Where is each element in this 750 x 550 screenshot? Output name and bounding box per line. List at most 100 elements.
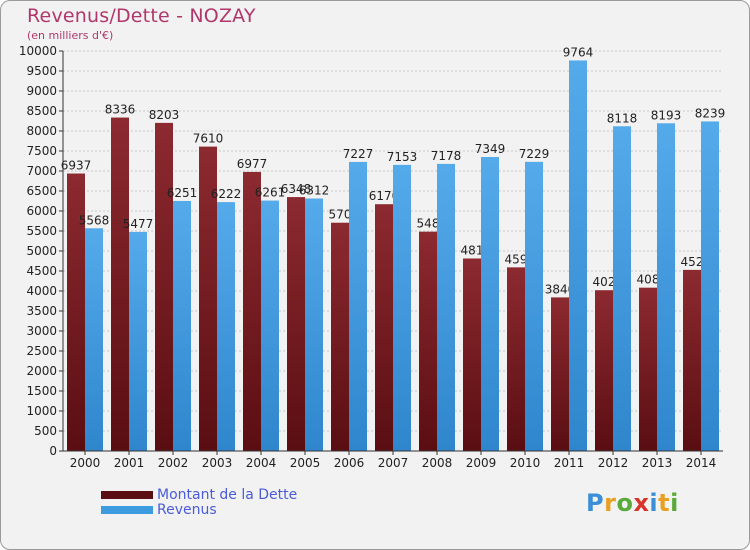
x-tick-label: 2009 [466, 456, 497, 470]
x-tick-label: 2003 [202, 456, 233, 470]
y-tick-label: 9500 [26, 64, 57, 78]
x-tick-label: 2007 [378, 456, 409, 470]
bar-revenus [437, 163, 455, 451]
y-tick-label: 6000 [26, 204, 57, 218]
x-tick-label: 2008 [422, 456, 453, 470]
data-label-debt: 6348 [281, 182, 312, 196]
bar-debt [419, 231, 437, 451]
y-tick-label: 0 [49, 444, 57, 458]
logo-letter: x [633, 489, 650, 517]
bar-debt [463, 258, 481, 451]
x-tick-label: 2012 [598, 456, 629, 470]
logo-letter: i [649, 489, 659, 517]
data-label-revenus: 7227 [343, 147, 374, 161]
y-tick-label: 5000 [26, 244, 57, 258]
legend-item-revenus: Revenus [101, 501, 297, 518]
data-label-debt: 6977 [237, 157, 268, 171]
data-label-revenus: 7349 [475, 142, 506, 156]
y-tick-label: 7000 [26, 164, 57, 178]
legend-label-revenus: Revenus [157, 501, 217, 518]
y-tick-label: 3500 [26, 304, 57, 318]
y-tick-label: 1500 [26, 384, 57, 398]
x-tick-label: 2013 [642, 456, 673, 470]
logo-letter: t [658, 489, 671, 517]
legend-item-debt: Montant de la Dette [101, 486, 298, 503]
y-tick-label: 4000 [26, 284, 57, 298]
bar-debt [551, 297, 569, 451]
bar-debt [683, 269, 701, 451]
y-tick-label: 2000 [26, 364, 57, 378]
data-label-revenus: 7178 [431, 149, 462, 163]
data-label-revenus: 6261 [255, 186, 286, 200]
data-label-debt: 570 [329, 208, 352, 222]
y-tick-label: 2500 [26, 344, 57, 358]
logo-letter: P [586, 489, 605, 517]
x-tick-label: 2004 [246, 456, 277, 470]
data-label-revenus: 8193 [651, 108, 682, 122]
x-tick-label: 2000 [70, 456, 101, 470]
bar-revenus [613, 126, 631, 451]
data-label-revenus: 7153 [387, 150, 418, 164]
y-tick-label: 8000 [26, 124, 57, 138]
x-tick-label: 2006 [334, 456, 365, 470]
bar-debt [199, 146, 217, 451]
data-label-debt: 402 [593, 275, 616, 289]
legend-swatch-debt [101, 490, 153, 499]
data-label-debt: 3840 [545, 282, 576, 296]
y-tick-label: 10000 [19, 44, 57, 58]
proxiti-logo: Proxiti [586, 489, 679, 517]
data-label-debt: 8203 [149, 108, 180, 122]
bar-revenus [481, 157, 499, 452]
y-tick-label: 9000 [26, 84, 57, 98]
data-label-debt: 452 [681, 255, 704, 269]
data-label-revenus: 6312 [299, 184, 330, 198]
logo-letter: r [604, 489, 617, 517]
data-label-revenus: 7229 [519, 147, 550, 161]
y-tick-label: 6500 [26, 184, 57, 198]
data-label-revenus: 8118 [607, 111, 638, 125]
data-label-revenus: 5568 [79, 213, 110, 227]
bar-revenus [305, 198, 323, 451]
bar-revenus [85, 228, 103, 451]
bar-revenus [525, 161, 543, 451]
bar-revenus [129, 231, 147, 451]
bar-debt [287, 197, 305, 451]
bars: 6937 5568 8336 5477 8203 6251 7610 6222 6977 6261… [61, 45, 726, 452]
x-tick-label: 2010 [510, 456, 541, 470]
data-label-debt: 8336 [105, 103, 136, 117]
data-label-revenus: 9764 [563, 45, 594, 59]
x-tick-label: 2001 [114, 456, 145, 470]
bar-debt [639, 287, 657, 451]
bar-debt [595, 290, 613, 451]
bar-revenus [349, 161, 367, 452]
y-tick-label: 1000 [26, 404, 57, 418]
y-tick-label: 3000 [26, 324, 57, 338]
logo-letter: o [616, 489, 634, 517]
y-axis-ticks: 0 500 1000 1500 2000 2500 3000 3500 4000 4500 5000… [19, 44, 63, 458]
chart-subtitle: (en milliers d'€) [27, 29, 114, 42]
data-label-revenus: 6222 [211, 187, 242, 201]
y-tick-label: 4500 [26, 264, 57, 278]
x-tick-label: 2005 [290, 456, 321, 470]
bar-revenus [701, 121, 719, 451]
legend: Montant de la Dette Revenus [101, 486, 298, 518]
data-label-debt: 6937 [61, 159, 92, 173]
x-tick-label: 2011 [554, 456, 585, 470]
bar-debt [507, 267, 525, 451]
x-tick-label: 2014 [686, 456, 717, 470]
bar-revenus [569, 60, 587, 451]
y-tick-label: 500 [34, 424, 57, 438]
bar-debt [331, 222, 349, 451]
bar-revenus [657, 123, 675, 451]
bar-revenus [393, 164, 411, 451]
x-tick-label: 2002 [158, 456, 189, 470]
bar-revenus [261, 200, 279, 451]
legend-label-debt: Montant de la Dette [157, 486, 298, 503]
bar-debt [111, 117, 129, 451]
data-label-revenus: 8239 [695, 106, 726, 120]
bar-debt [155, 122, 173, 451]
y-tick-label: 5500 [26, 224, 57, 238]
data-label-debt: 6170 [369, 189, 400, 203]
y-tick-label: 7500 [26, 144, 57, 158]
